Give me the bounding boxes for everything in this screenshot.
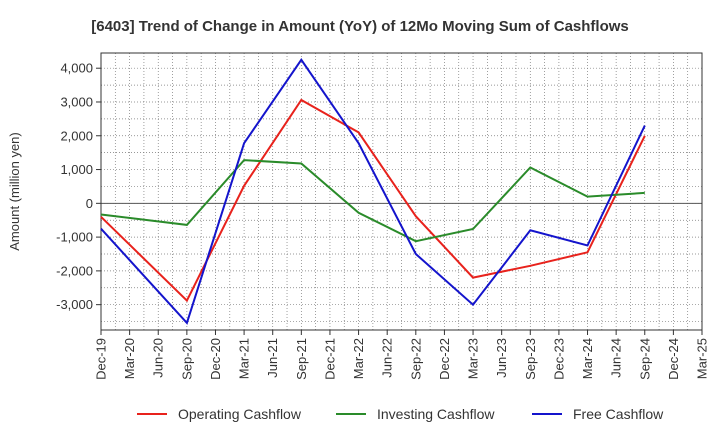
x-tick-label: Jun-23 — [494, 338, 509, 378]
legend-label: Free Cashflow — [573, 406, 664, 422]
x-tick-label: Mar-21 — [237, 338, 252, 379]
y-tick-label: -1,000 — [56, 230, 93, 245]
x-tick-label: Dec-23 — [551, 338, 566, 380]
x-tick-label: Mar-20 — [122, 338, 137, 379]
series-line-operating-cashflow — [100, 98, 646, 303]
y-tick-label: -2,000 — [56, 263, 93, 278]
x-tick-label: Mar-25 — [695, 338, 710, 379]
x-tick-label: Sep-20 — [179, 338, 194, 380]
y-tick-label: 2,000 — [60, 128, 93, 143]
y-tick-label: 1,000 — [60, 162, 93, 177]
x-tick-label: Mar-23 — [466, 338, 481, 379]
y-tick-label: 3,000 — [60, 94, 93, 109]
y-tick-label: 4,000 — [60, 61, 93, 76]
x-tick-label: Dec-22 — [437, 338, 452, 380]
y-tick-label: 0 — [86, 196, 93, 211]
x-tick-label: Sep-23 — [523, 338, 538, 380]
x-tick-label: Jun-21 — [265, 338, 280, 378]
x-tick-label: Dec-24 — [666, 338, 681, 380]
legend-label: Operating Cashflow — [178, 406, 302, 422]
y-axis-label: Amount (million yen) — [7, 132, 22, 251]
x-tick-label: Sep-24 — [637, 338, 652, 380]
y-tick-label: -3,000 — [56, 297, 93, 312]
x-tick-label: Mar-22 — [351, 338, 366, 379]
series-line-free-cashflow — [100, 58, 646, 325]
x-tick-label: Jun-22 — [380, 338, 395, 378]
series-line-investing-cashflow — [100, 159, 645, 243]
plot-border — [100, 52, 703, 331]
x-tick-label: Jun-24 — [609, 338, 624, 378]
x-tick-label: Dec-20 — [208, 338, 223, 380]
legend: Operating Cashflow Investing Cashflow Free… — [137, 406, 664, 422]
chart-title: [6403] Trend of Change in Amount (YoY) o… — [91, 18, 629, 35]
legend-label: Investing Cashflow — [377, 406, 495, 422]
x-tick-label: Jun-20 — [151, 338, 166, 378]
plot-area: 4,000 3,000 2,000 1,000 0 -1,000 -2,000 -3,000 D… — [56, 52, 710, 380]
x-tick-label: Dec-21 — [322, 338, 337, 380]
x-tick-label: Sep-21 — [294, 338, 309, 380]
x-tick-label: Dec-19 — [94, 338, 109, 380]
x-tick-label: Mar-24 — [580, 338, 595, 379]
x-tick-label: Sep-22 — [408, 338, 423, 380]
